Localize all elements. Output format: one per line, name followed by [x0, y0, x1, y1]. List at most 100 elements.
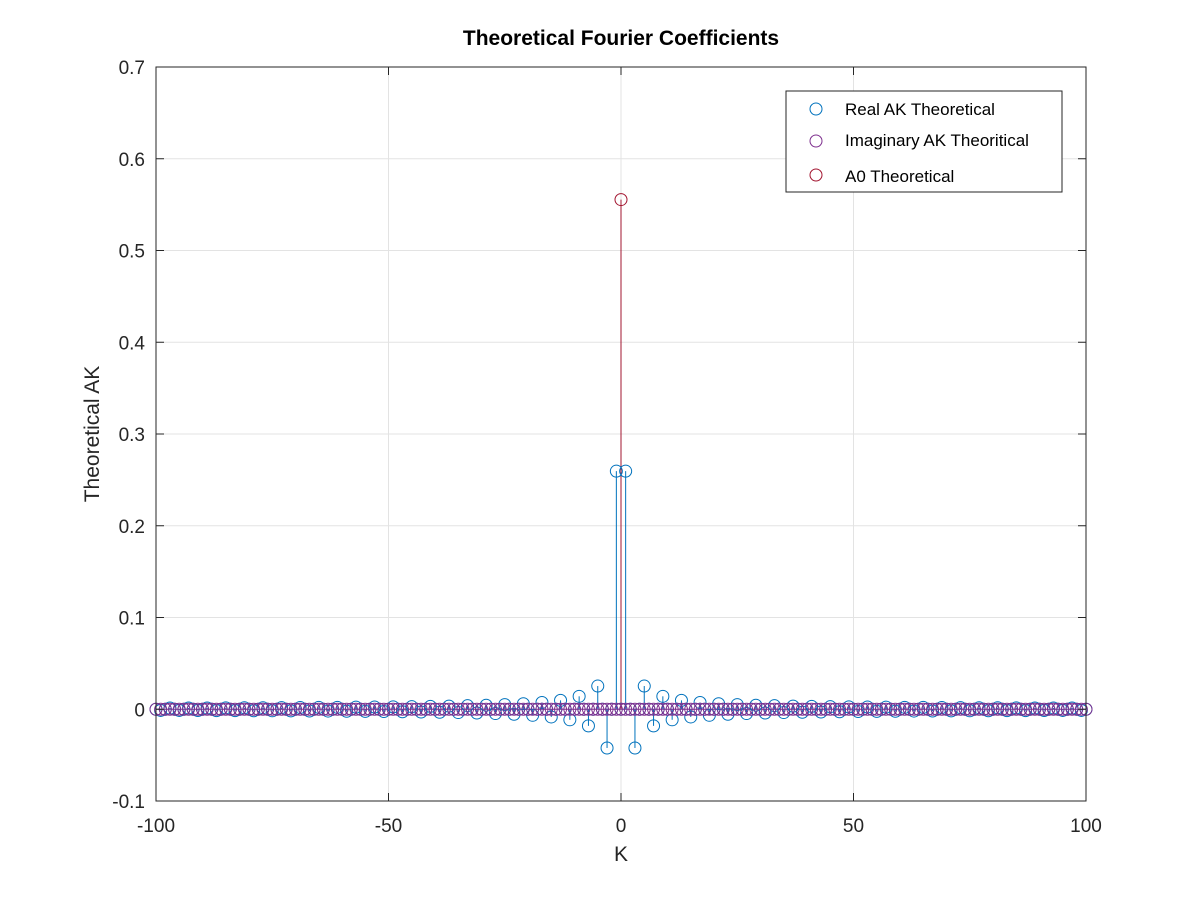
stem-marker-imaginary: [354, 702, 368, 716]
stem-marker-real: [600, 741, 614, 755]
stem-marker-imaginary: [572, 702, 586, 716]
stem-marker-imaginary: [721, 702, 735, 716]
stem-marker-imaginary: [535, 702, 549, 716]
stem-marker-imaginary: [805, 702, 819, 716]
stem-marker-imaginary: [400, 702, 414, 716]
stem-marker-imaginary: [912, 702, 926, 716]
stem-marker-imaginary: [586, 702, 600, 716]
stem-marker-imaginary: [740, 702, 754, 716]
stem-marker-real: [554, 693, 568, 707]
stem-marker-real: [777, 706, 791, 720]
stem-marker-imaginary: [293, 702, 307, 716]
stem-marker-real: [637, 679, 651, 693]
stem-marker-imaginary: [637, 702, 651, 716]
legend-marker-a0: [809, 168, 823, 182]
stem-marker-imaginary: [437, 702, 451, 716]
stem-marker-imaginary: [395, 702, 409, 716]
stem-marker-imaginary: [275, 702, 289, 716]
stem-marker-real: [581, 719, 595, 733]
stem-marker-imaginary: [981, 702, 995, 716]
stem-marker-real: [665, 713, 679, 727]
stem-marker-imaginary: [1028, 702, 1042, 716]
stem-marker-real: [572, 689, 586, 703]
stem-marker-imaginary: [1033, 702, 1046, 716]
stem-marker-imaginary: [698, 702, 712, 716]
stem-marker-imaginary: [154, 702, 168, 716]
stem-marker-imaginary: [451, 702, 465, 716]
stem-marker-imaginary: [544, 702, 558, 716]
x-tick-label: 100: [1070, 816, 1102, 837]
stem-marker-imaginary: [591, 702, 605, 716]
stem-marker-imaginary: [856, 702, 870, 716]
stem-marker-imaginary: [312, 702, 326, 716]
stem-marker-imaginary: [758, 702, 772, 716]
stem-marker-imaginary: [409, 702, 423, 716]
stem-marker-imaginary: [223, 702, 237, 716]
stem-marker-imaginary: [279, 702, 293, 716]
stem-marker-imaginary: [693, 702, 707, 716]
stem-marker-imaginary: [735, 702, 749, 716]
stem-marker-imaginary: [1074, 702, 1088, 716]
stem-marker-imaginary: [479, 702, 493, 716]
stem-marker-imaginary: [530, 702, 544, 716]
legend-entry-a0: A0 Theoretical: [809, 167, 954, 186]
stem-marker-imaginary: [200, 702, 214, 716]
stem-marker-imaginary: [940, 702, 953, 716]
axis-ticks: -100 -50 0 50 100 -0.1 0 0.1 0.2 0.3 0.4 0.5 0.6 0.7: [112, 58, 1102, 837]
legend-marker-real: [809, 102, 823, 116]
stem-marker-imaginary: [177, 702, 191, 716]
stem-marker-imaginary: [874, 702, 888, 716]
stem-marker-imaginary: [461, 702, 475, 716]
y-tick-label: 0.7: [119, 58, 145, 79]
stem-marker-real: [488, 707, 502, 721]
stem-marker-imaginary: [674, 702, 688, 716]
stem-marker-imaginary: [847, 702, 860, 716]
stem-marker-imaginary: [679, 702, 693, 716]
stem-marker-imaginary: [651, 702, 665, 716]
legend-entry-imaginary: Imaginary AK Theoritical: [809, 131, 1029, 150]
stem-marker-imaginary: [419, 702, 433, 716]
stem-marker-imaginary: [377, 702, 391, 716]
stem-marker-imaginary: [484, 702, 498, 716]
stem-marker-imaginary: [265, 702, 279, 716]
stem-marker-imaginary: [168, 702, 182, 716]
stem-marker-imaginary: [251, 702, 265, 716]
stem-marker-imaginary: [907, 702, 921, 716]
stem-marker-imaginary: [196, 702, 209, 716]
stem-marker-imaginary: [414, 702, 428, 716]
stem-marker-imaginary: [521, 702, 535, 716]
stem-marker-imaginary: [256, 702, 270, 716]
stem-marker-imaginary: [558, 702, 572, 716]
stem-marker-imaginary: [935, 702, 949, 716]
stem-marker-imaginary: [786, 702, 800, 716]
stem-marker-imaginary: [991, 702, 1005, 716]
y-tick-label: -0.1: [112, 792, 145, 813]
stem-marker-real: [693, 695, 707, 709]
stem-marker-imaginary: [1060, 702, 1074, 716]
stem-marker-imaginary: [228, 702, 242, 716]
stem-marker-real: [628, 741, 642, 755]
stem-marker-real: [758, 706, 772, 720]
stem-marker-imaginary: [707, 702, 721, 716]
stem-marker-imaginary: [577, 702, 591, 716]
stem-marker-real: [591, 679, 605, 693]
stem-marker-imaginary: [498, 702, 512, 716]
stem-marker-imaginary: [386, 702, 400, 716]
stem-marker-imaginary: [902, 702, 916, 716]
stem-marker-imaginary: [944, 702, 958, 716]
stem-marker-imaginary: [860, 702, 874, 716]
stem-marker-imaginary: [614, 702, 628, 716]
stem-marker-imaginary: [716, 702, 730, 716]
stem-marker-imaginary: [502, 702, 516, 716]
stem-marker-imaginary: [470, 702, 484, 716]
x-tick-label: -100: [137, 816, 175, 837]
stem-marker-imaginary: [363, 702, 377, 716]
stem-marker-imaginary: [795, 702, 809, 716]
x-axis-label: K: [614, 843, 628, 866]
stem-marker-imaginary: [382, 702, 395, 716]
stem-marker-real: [609, 464, 623, 478]
stem-marker-imaginary: [1051, 702, 1065, 716]
stem-marker-imaginary: [823, 702, 837, 716]
stem-marker-imaginary: [1009, 702, 1023, 716]
